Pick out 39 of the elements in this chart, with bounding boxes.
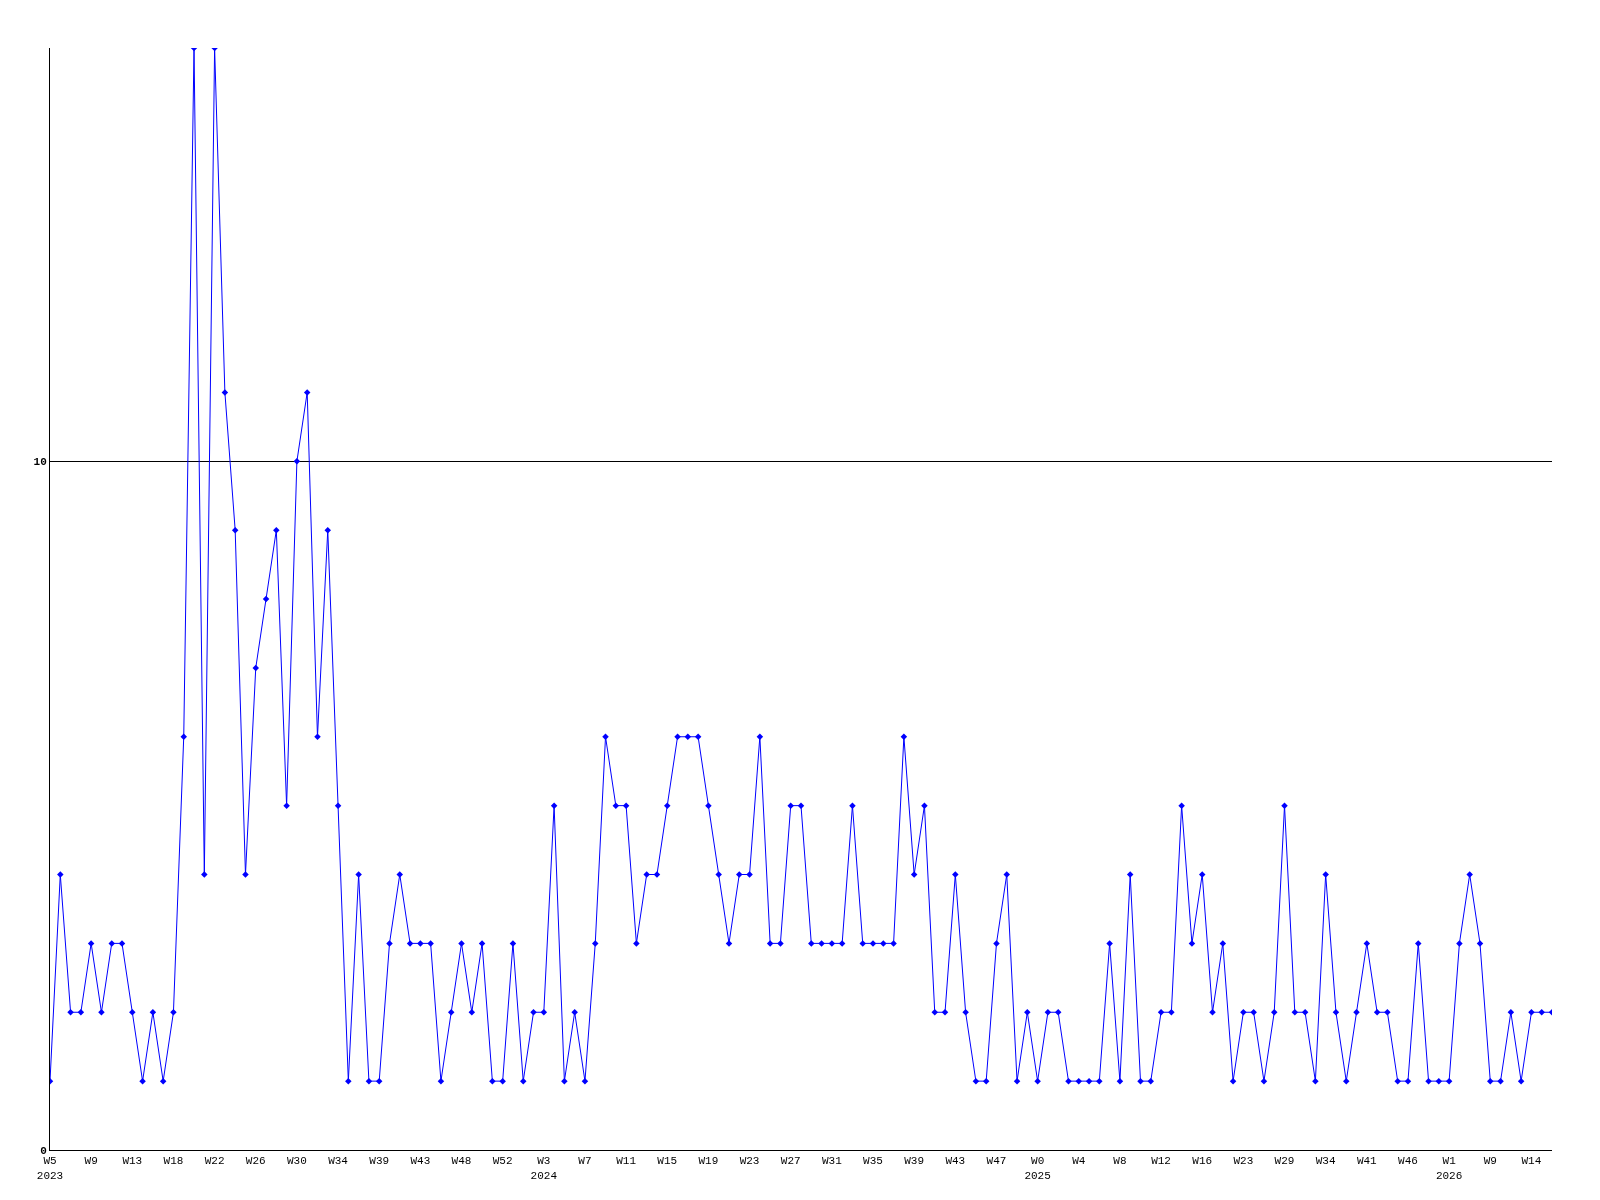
x-tick-label: W39 xyxy=(904,1155,925,1168)
x-tick-label: W8 xyxy=(1113,1155,1127,1168)
x-tick-label: W19 xyxy=(698,1155,719,1168)
x-tick-label: W29 xyxy=(1274,1155,1295,1168)
x-tick-label: W0 2025 xyxy=(1024,1155,1051,1182)
x-tick-label: W9 xyxy=(1483,1155,1497,1168)
x-tick-label: W30 xyxy=(286,1155,307,1168)
x-tick-label: W43 xyxy=(945,1155,966,1168)
x-tick-label: W46 xyxy=(1398,1155,1418,1168)
x-tick-label: W15 xyxy=(657,1155,678,1168)
x-tick-label: W14 xyxy=(1521,1155,1542,1168)
x-tick-label: W23 xyxy=(1233,1155,1254,1168)
x-tick-label: W47 xyxy=(986,1155,1007,1168)
x-tick-label: W34 xyxy=(328,1155,349,1168)
x-tick-label: W48 xyxy=(451,1155,472,1168)
x-tick-label: W23 xyxy=(739,1155,760,1168)
y-tick-label: 0 xyxy=(40,1144,47,1157)
x-tick-label: W11 xyxy=(616,1155,637,1168)
x-tick-label: W43 xyxy=(410,1155,431,1168)
x-tick-label: W12 xyxy=(1151,1155,1171,1168)
x-tick-label: W16 xyxy=(1192,1155,1213,1168)
x-tick-label: W41 xyxy=(1356,1155,1378,1168)
x-tick-label: W4 xyxy=(1072,1155,1086,1168)
x-tick-label: W39 xyxy=(369,1155,390,1168)
x-tick-label: W13 xyxy=(122,1155,143,1168)
x-tick-label: W18 xyxy=(163,1155,184,1168)
x-tick-label: W22 xyxy=(204,1155,225,1168)
x-tick-label: W26 xyxy=(245,1155,266,1168)
x-tick-label: W7 xyxy=(578,1155,592,1168)
x-tick-label: W34 xyxy=(1315,1155,1336,1168)
x-tick-label: W9 xyxy=(84,1155,98,1168)
x-tick-label: W5 2023 xyxy=(36,1155,64,1182)
x-tick-label: W52 xyxy=(492,1155,513,1168)
y-tick-label: 10 xyxy=(33,456,47,469)
x-tick-label: W31 xyxy=(821,1155,843,1168)
x-tick-label: W1 2026 xyxy=(1435,1155,1463,1182)
x-tick-label: W27 xyxy=(780,1155,801,1168)
x-tick-label: W35 xyxy=(863,1155,883,1168)
x-tick-label: W3 2024 xyxy=(530,1155,558,1182)
